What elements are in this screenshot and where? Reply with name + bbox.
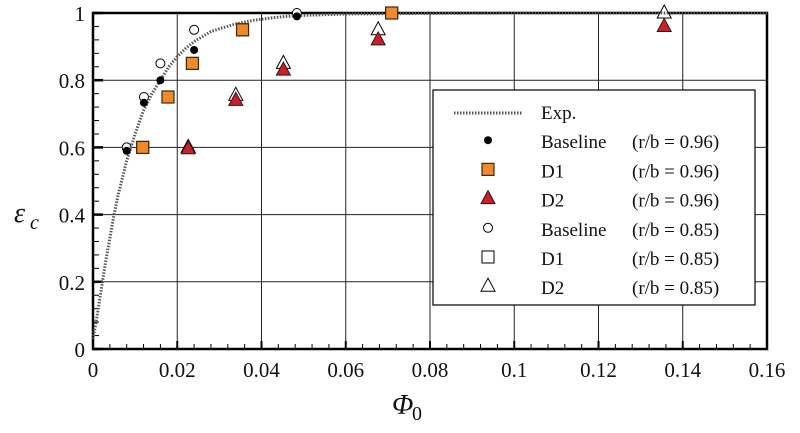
data-point-d2-filled-triangle	[370, 30, 387, 46]
legend: Exp. Baseline (r/b = 0.96) D1 (r/b = 0.96) D2…	[432, 89, 756, 306]
y-tick-label: 0.8	[59, 69, 85, 93]
data-point-baseline-open-circle	[189, 24, 200, 35]
legend-label: Baseline	[541, 220, 606, 241]
data-point-d1-filled-square	[161, 90, 175, 104]
legend-condition: (r/b = 0.96)	[632, 191, 719, 212]
legend-marker-open-triangle	[480, 277, 496, 292]
legend-marker-filled-triangle	[480, 189, 496, 205]
x-tick-label: 0	[88, 358, 99, 382]
x-tick-label: 0.14	[664, 358, 701, 382]
legend-label: D2	[541, 191, 564, 212]
legend-condition: (r/b = 0.85)	[632, 220, 719, 241]
x-tick-label: 0.12	[580, 358, 617, 382]
legend-condition: (r/b = 0.96)	[632, 161, 719, 182]
x-tick-label: 0.02	[159, 358, 196, 382]
data-point-baseline-filled-circle	[156, 76, 165, 85]
legend-label: D2	[541, 278, 564, 299]
x-tick-label: 0.06	[327, 358, 364, 382]
y-tick-label: 0	[75, 338, 86, 362]
data-point-d1-filled-square	[385, 6, 399, 20]
data-point-d2-filled-triangle	[180, 139, 197, 155]
y-tick-label: 0.6	[59, 136, 85, 160]
exp-curve	[91, 11, 767, 340]
x-tick-label: 0.16	[749, 358, 786, 382]
x-axis-label-subscript: 0	[412, 403, 422, 425]
data-point-d2-filled-triangle	[656, 17, 673, 32]
data-point-baseline-open-circle	[155, 58, 166, 69]
legend-label: Exp.	[541, 103, 576, 124]
x-axis-label: Φ	[392, 390, 413, 421]
y-axis-label: ε	[14, 198, 25, 229]
y-tick-label: 1	[75, 2, 86, 26]
x-tick-label: 0.08	[412, 358, 449, 382]
data-point-baseline-filled-circle	[292, 12, 301, 21]
legend-marker-filled-square	[481, 162, 495, 176]
x-tick-label: 0.04	[243, 358, 280, 382]
y-axis-label-subscript: c	[30, 212, 39, 234]
data-point-baseline-filled-circle	[190, 45, 199, 54]
legend-label: Baseline	[541, 132, 606, 153]
data-point-d1-filled-square	[136, 140, 150, 154]
legend-label: D1	[541, 249, 564, 270]
legend-condition: (r/b = 0.85)	[632, 249, 719, 270]
legend-marker-open-square	[481, 250, 495, 264]
y-tick-label: 0.4	[59, 204, 86, 228]
data-point-d2-filled-triangle	[227, 91, 244, 106]
legend-marker-open-circle	[483, 222, 493, 233]
data-point-d2-filled-triangle	[275, 61, 292, 76]
legend-marker-filled-circle	[484, 136, 492, 145]
data-point-baseline-filled-circle	[139, 98, 148, 107]
plot-marks	[91, 3, 767, 340]
data-point-d1-filled-square	[235, 23, 250, 37]
legend-label: D1	[541, 161, 564, 182]
y-tick-label: 0.2	[59, 271, 85, 295]
legend-condition: (r/b = 0.96)	[632, 132, 719, 153]
x-tick-label: 0.1	[501, 358, 527, 382]
data-point-d1-filled-square	[185, 56, 200, 71]
legend-condition: (r/b = 0.85)	[632, 278, 719, 299]
data-point-baseline-filled-circle	[122, 146, 131, 155]
